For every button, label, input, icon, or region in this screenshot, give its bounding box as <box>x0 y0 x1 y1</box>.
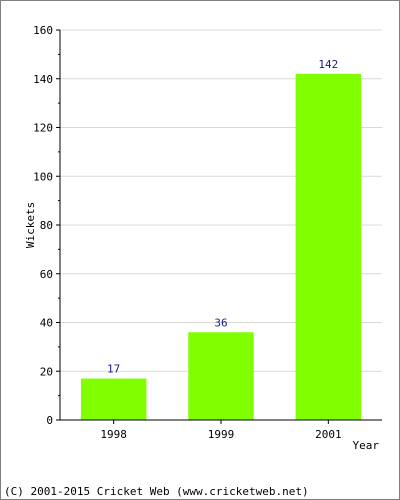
x-tick-label: 1998 <box>100 428 127 441</box>
y-tick-label: 120 <box>33 122 53 135</box>
y-tick-label: 80 <box>40 219 53 232</box>
y-tick-label: 100 <box>33 170 53 183</box>
x-tick-label: 2001 <box>315 428 342 441</box>
data-label-1999: 36 <box>214 316 227 329</box>
y-tick-label: 20 <box>40 365 53 378</box>
data-label-2001: 142 <box>318 58 338 71</box>
y-tick-label: 160 <box>33 24 53 37</box>
x-ticks: 1998 1999 2001 <box>100 420 342 441</box>
x-axis-label: Year <box>353 439 380 452</box>
y-axis-label: Wickets <box>24 202 37 248</box>
data-labels: 17 36 142 <box>107 58 338 376</box>
y-tick-label: 60 <box>40 268 53 281</box>
x-tick-label: 1999 <box>208 428 235 441</box>
copyright-footer: (C) 2001-2015 Cricket Web (www.cricketwe… <box>4 485 309 498</box>
bar-1999 <box>188 332 254 420</box>
y-tick-label: 0 <box>46 414 53 427</box>
y-tick-label: 40 <box>40 317 53 330</box>
data-label-1998: 17 <box>107 363 120 376</box>
bars <box>80 73 362 420</box>
bar-1998 <box>80 378 147 420</box>
bar-2001 <box>295 73 362 420</box>
y-ticks: 0 20 40 60 80 100 120 140 160 <box>33 24 60 427</box>
y-tick-label: 140 <box>33 73 53 86</box>
